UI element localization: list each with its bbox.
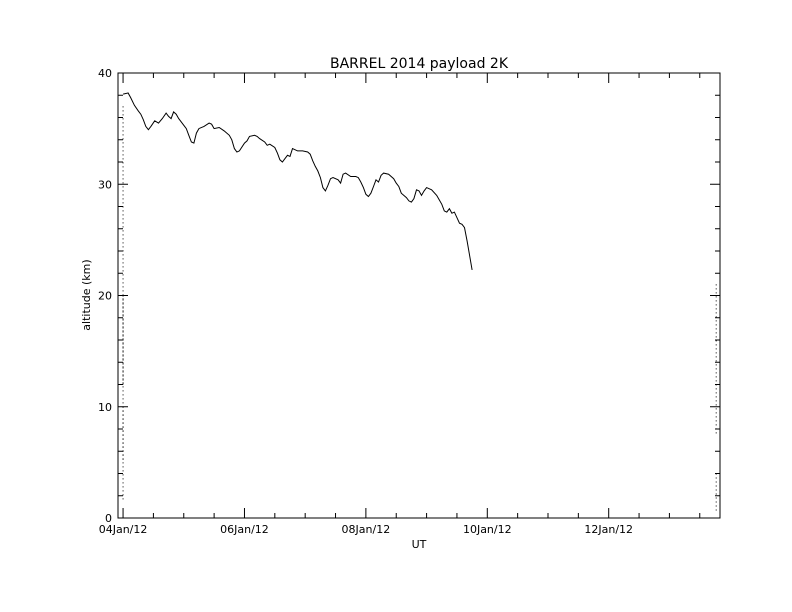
x-axis: 04Jan/12 06Jan/12 08Jan/12 10Jan/12 12Jan/12 [99,73,701,536]
y-tick-label: 30 [98,178,112,191]
y-tick-label: 40 [98,67,112,80]
x-tick-label: 06Jan/12 [220,523,269,536]
y-tick-label: 0 [105,512,112,525]
series-layer [122,92,473,270]
x-axis-label: UT [412,538,427,551]
y-tick-label: 20 [98,290,112,303]
y-tick-label: 10 [98,401,112,414]
dropout-points [122,106,717,513]
x-tick-label: 10Jan/12 [463,523,512,536]
x-tick-label: 12Jan/12 [584,523,633,536]
chart-title: BARREL 2014 payload 2K [330,56,509,72]
y-axis-label: altitude (km) [80,259,93,330]
y-axis: 0 10 20 30 40 [98,67,720,525]
x-tick-label: 04Jan/12 [99,523,148,536]
x-tick-label: 08Jan/12 [342,523,391,536]
altitude-series-line [122,92,473,270]
plot-frame [117,72,721,519]
